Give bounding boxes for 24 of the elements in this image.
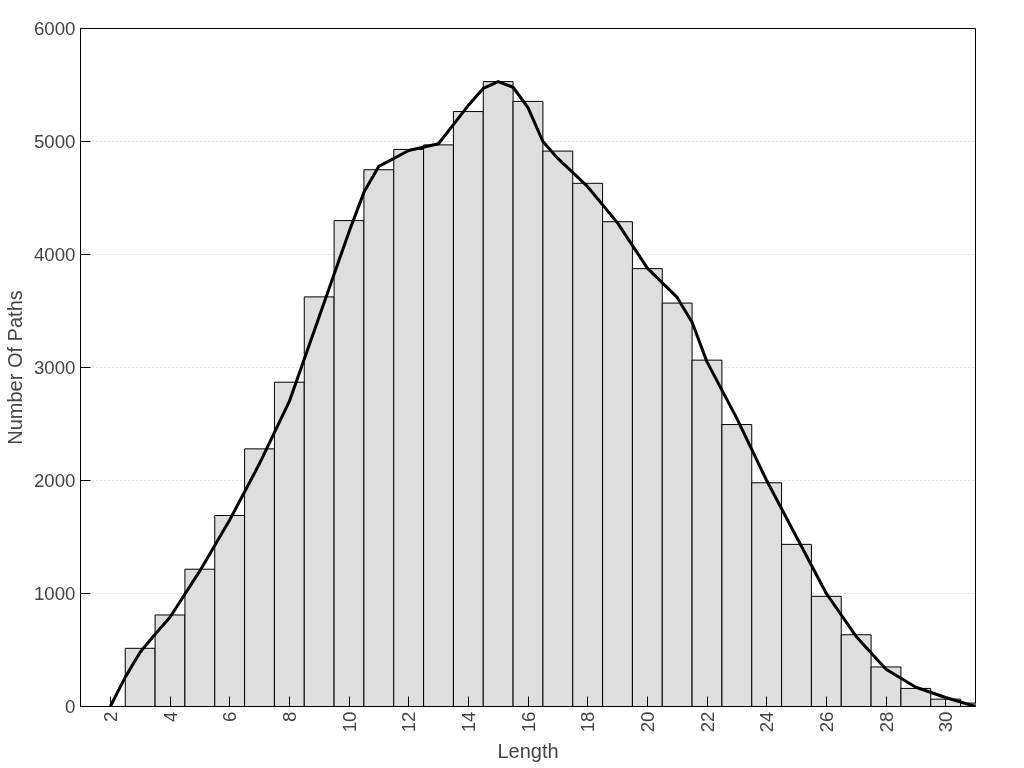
y-tick-label: 6000 (34, 18, 76, 39)
x-tick-label: 22 (696, 711, 718, 733)
x-tick-label: 28 (875, 711, 897, 733)
x-tick-label: 26 (815, 711, 837, 733)
x-tick-label: 10 (338, 711, 360, 733)
x-tick-label: 6 (219, 711, 241, 722)
x-axis-title: Length (497, 740, 559, 763)
x-tick-label: 20 (636, 711, 658, 733)
y-tick-label: 1000 (34, 583, 76, 604)
y-tick-label: 4000 (34, 244, 76, 265)
y-tick-label: 5000 (34, 131, 76, 152)
y-tick-label: 2000 (34, 470, 76, 491)
x-tick-label: 24 (756, 711, 778, 733)
x-tick-label: 14 (457, 711, 479, 733)
x-tick-label: 16 (517, 711, 539, 733)
x-tick-label: 30 (935, 711, 957, 733)
y-axis-title: Number Of Paths (4, 290, 26, 445)
y-tick-label: 0 (65, 696, 76, 717)
x-tick-label: 12 (398, 711, 420, 733)
y-tick-label: 3000 (34, 357, 76, 378)
x-tick-label: 18 (577, 711, 599, 733)
x-tick-label: 2 (99, 711, 121, 722)
x-tick-label: 8 (278, 711, 300, 722)
x-tick-label: 4 (159, 711, 181, 722)
